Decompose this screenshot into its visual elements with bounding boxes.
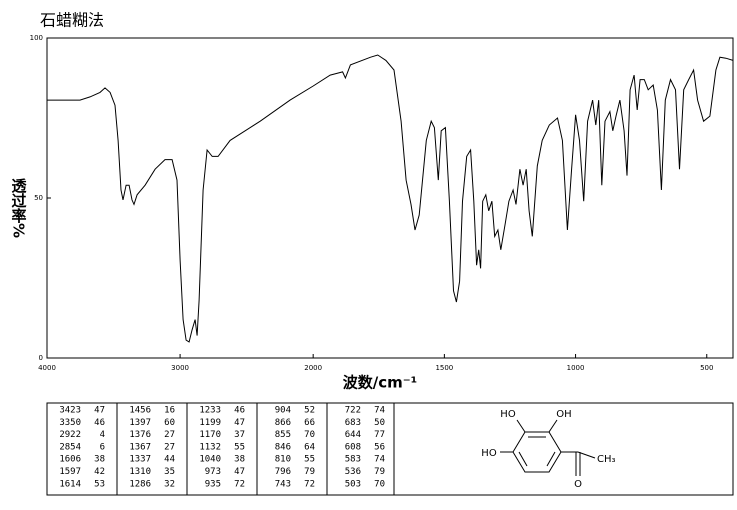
- peak-transmittance: 70: [374, 479, 385, 489]
- atom-label: O: [574, 479, 582, 490]
- peak-transmittance: 70: [304, 430, 315, 440]
- peak-wavenumber: 722: [345, 406, 361, 416]
- peak-transmittance: 47: [234, 467, 245, 477]
- x-tick-label: 3000: [171, 364, 189, 372]
- table-frame: [46, 402, 734, 496]
- peak-transmittance: 72: [234, 479, 245, 489]
- plot-frame: [46, 37, 734, 359]
- x-tick-label: 500: [700, 364, 713, 372]
- ring: [512, 431, 562, 473]
- peak-transmittance: 44: [164, 455, 175, 465]
- peak-wavenumber: 503: [345, 479, 361, 489]
- peak-wavenumber: 1170: [199, 430, 221, 440]
- peak-wavenumber: 1199: [199, 418, 221, 428]
- bond: [548, 419, 558, 433]
- peak-transmittance: 66: [304, 418, 315, 428]
- peak-transmittance: 79: [374, 467, 385, 477]
- peak-transmittance: 32: [164, 479, 175, 489]
- y-tick-label: 100: [30, 34, 43, 42]
- peak-transmittance: 52: [304, 406, 315, 416]
- peak-wavenumber: 1456: [129, 406, 151, 416]
- peak-wavenumber: 866: [275, 418, 291, 428]
- peak-wavenumber: 1606: [59, 455, 81, 465]
- atom-label: CH₃: [597, 454, 616, 465]
- peak-wavenumber: 2854: [59, 442, 81, 452]
- peak-transmittance: 74: [374, 455, 385, 465]
- chart-title: 石蜡糊法: [40, 11, 104, 30]
- peak-wavenumber: 1614: [59, 479, 81, 489]
- x-tick-label: 2000: [304, 364, 322, 372]
- peak-transmittance: 64: [304, 442, 315, 452]
- y-tick-label: 0: [39, 354, 43, 362]
- peak-transmittance: 37: [234, 430, 245, 440]
- peak-transmittance: 46: [234, 406, 245, 416]
- peak-transmittance: 74: [374, 406, 385, 416]
- peak-transmittance: 77: [374, 430, 385, 440]
- peak-transmittance: 6: [100, 442, 105, 452]
- peak-transmittance: 72: [304, 479, 315, 489]
- y-tick-label: 50: [34, 194, 43, 202]
- peak-wavenumber: 935: [205, 479, 221, 489]
- peak-transmittance: 55: [234, 442, 245, 452]
- peak-wavenumber: 973: [205, 467, 221, 477]
- peak-transmittance: 35: [164, 467, 175, 477]
- bond: [546, 451, 556, 467]
- peak-wavenumber: 608: [345, 442, 361, 452]
- peak-transmittance: 27: [164, 430, 175, 440]
- peak-wavenumber: 2922: [59, 430, 81, 440]
- peak-wavenumber: 683: [345, 418, 361, 428]
- peak-wavenumber: 846: [275, 442, 291, 452]
- peak-wavenumber: 1367: [129, 442, 151, 452]
- peak-transmittance: 4: [100, 430, 105, 440]
- peak-transmittance: 38: [94, 455, 105, 465]
- peak-transmittance: 47: [94, 406, 105, 416]
- peak-wavenumber: 810: [275, 455, 291, 465]
- peak-wavenumber: 743: [275, 479, 291, 489]
- peak-transmittance: 42: [94, 467, 105, 477]
- peak-wavenumber: 1233: [199, 406, 221, 416]
- peak-transmittance: 55: [304, 455, 315, 465]
- peak-wavenumber: 1397: [129, 418, 151, 428]
- peak-transmittance: 56: [374, 442, 385, 452]
- bond: [516, 419, 526, 433]
- peak-transmittance: 46: [94, 418, 105, 428]
- bond: [518, 451, 528, 467]
- peak-wavenumber: 904: [275, 406, 291, 416]
- peak-wavenumber: 1132: [199, 442, 221, 452]
- bond: [577, 451, 596, 459]
- peak-wavenumber: 1286: [129, 479, 151, 489]
- peak-wavenumber: 796: [275, 467, 291, 477]
- x-tick-label: 1500: [435, 364, 453, 372]
- peak-wavenumber: 3423: [59, 406, 81, 416]
- peak-transmittance: 47: [234, 418, 245, 428]
- peak-transmittance: 53: [94, 479, 105, 489]
- x-tick-label: 1000: [567, 364, 585, 372]
- peak-wavenumber: 1376: [129, 430, 151, 440]
- atom-label: HO: [481, 448, 497, 459]
- peak-wavenumber: 1310: [129, 467, 151, 477]
- y-axis-label: 透过率%: [10, 178, 28, 238]
- peak-wavenumber: 583: [345, 455, 361, 465]
- x-tick-label: 4000: [38, 364, 56, 372]
- spectrum-line: [47, 54, 734, 343]
- peak-wavenumber: 855: [275, 430, 291, 440]
- peak-wavenumber: 1040: [199, 455, 221, 465]
- peak-transmittance: 38: [234, 455, 245, 465]
- peak-transmittance: 50: [374, 418, 385, 428]
- atom-label: HO: [500, 409, 516, 420]
- peak-wavenumber: 644: [345, 430, 361, 440]
- atom-label: OH: [556, 409, 571, 420]
- peak-transmittance: 60: [164, 418, 175, 428]
- molecule: [500, 419, 596, 476]
- peak-wavenumber: 3350: [59, 418, 81, 428]
- peak-wavenumber: 1337: [129, 455, 151, 465]
- peak-wavenumber: 1597: [59, 467, 81, 477]
- x-axis-label: 波数/cm⁻¹: [343, 374, 418, 392]
- peak-transmittance: 79: [304, 467, 315, 477]
- peak-wavenumber: 536: [345, 467, 361, 477]
- peak-transmittance: 16: [164, 406, 175, 416]
- peak-transmittance: 27: [164, 442, 175, 452]
